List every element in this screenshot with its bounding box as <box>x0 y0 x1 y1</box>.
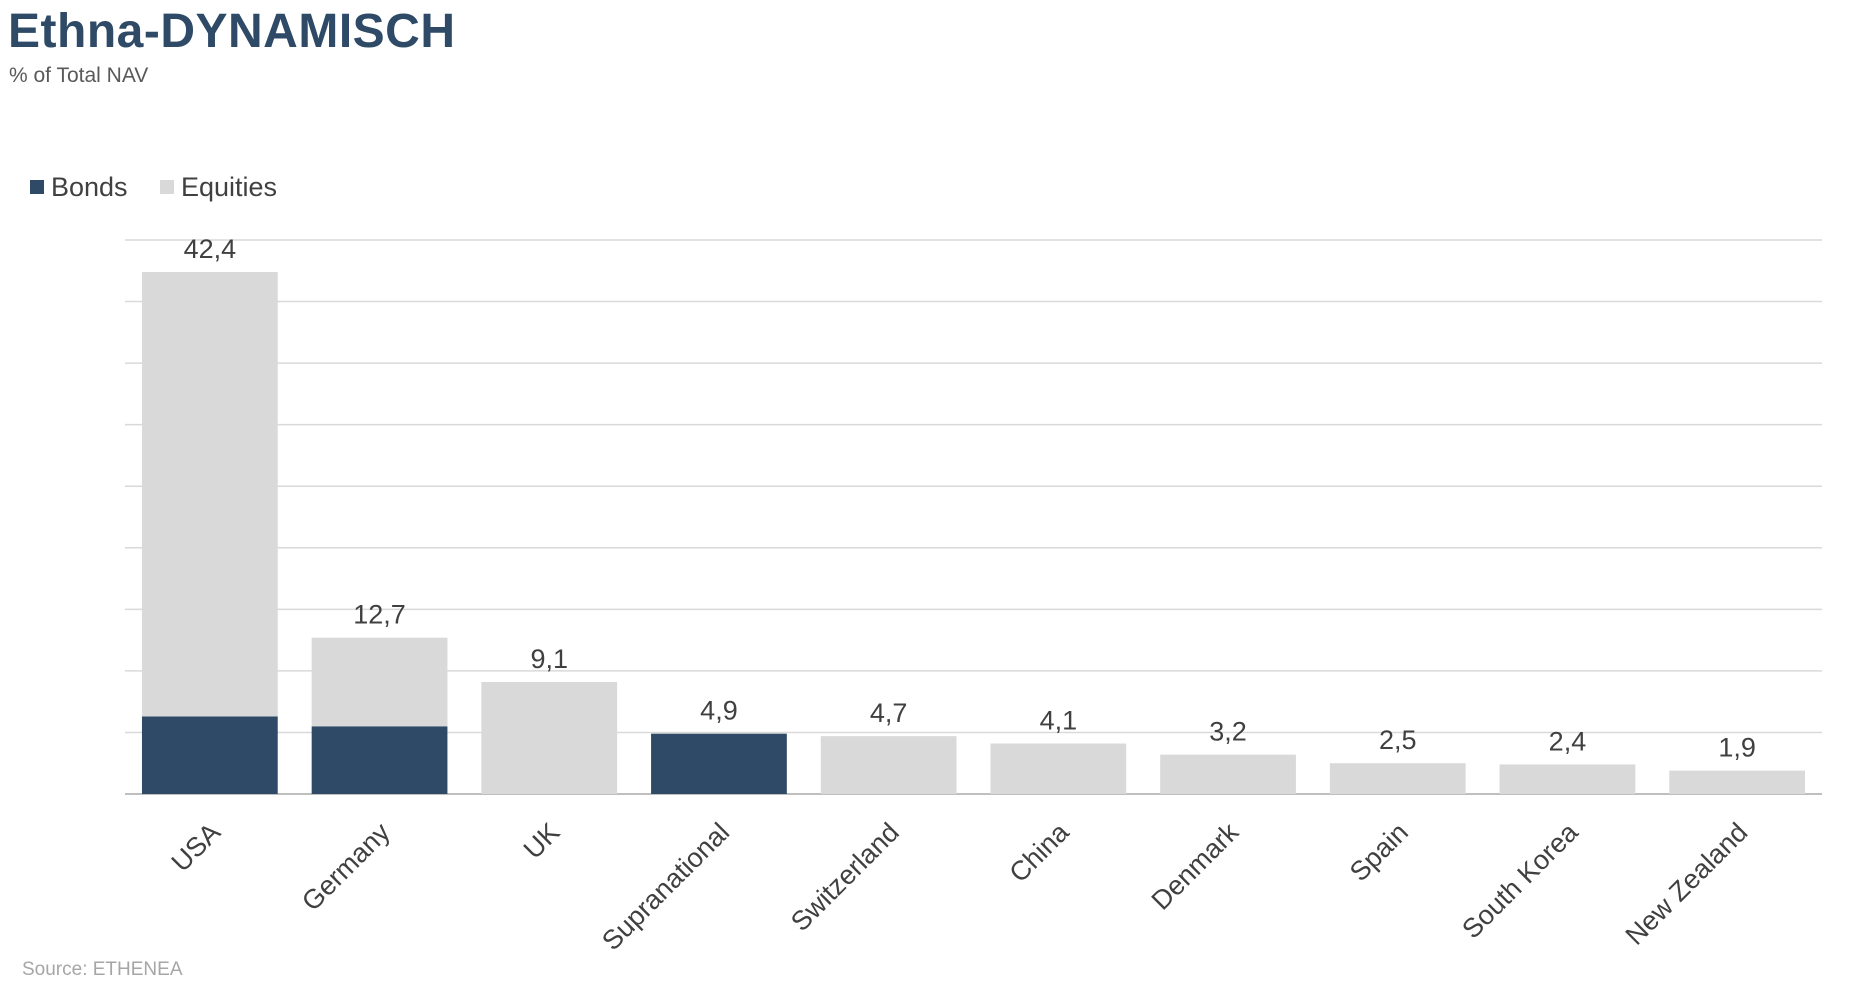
value-labels: 42,4 12,7 9,1 4,9 4,7 4,1 3,2 2,5 2,4 1,9 <box>184 234 1756 763</box>
legend-swatch-bonds <box>30 180 44 194</box>
value-label: 3,2 <box>1209 717 1247 747</box>
bar-equities-germany <box>311 637 448 727</box>
legend-swatch-equities <box>160 180 174 194</box>
x-tick-label: UK <box>518 817 566 865</box>
value-label: 9,1 <box>530 644 568 674</box>
x-tick-label: Switzerland <box>785 817 905 937</box>
x-axis-labels: USA Germany UK Supranational Switzerland Chin… <box>166 816 1754 956</box>
bar-equities-usa <box>141 272 278 717</box>
bar-equities-new-zealand <box>1669 770 1806 794</box>
value-label: 4,7 <box>870 698 908 728</box>
chart-title: Ethna-DYNAMISCH <box>8 5 456 58</box>
value-label: 1,9 <box>1718 733 1756 763</box>
bar-equities-uk <box>481 681 618 794</box>
x-tick-label: South Korea <box>1456 816 1584 944</box>
chart-subtitle: % of Total NAV <box>9 64 149 87</box>
legend-label-equities: Equities <box>181 172 277 202</box>
bar-bonds-supranational <box>651 733 787 794</box>
value-label: 42,4 <box>184 234 237 264</box>
bar-equities-spain <box>1329 763 1466 794</box>
source-note: Source: ETHENEA <box>22 959 183 980</box>
x-tick-label: Germany <box>296 817 396 917</box>
x-tick-label: China <box>1003 816 1075 888</box>
x-tick-label: New Zealand <box>1620 817 1754 951</box>
bar-equities-china <box>990 743 1127 794</box>
value-label: 2,5 <box>1379 725 1417 755</box>
legend: Bonds Equities <box>30 172 277 202</box>
bar-equities-south-korea <box>1499 764 1636 794</box>
bar-bonds-usa <box>141 716 278 794</box>
bars <box>141 272 1806 794</box>
bar-equities-switzerland <box>820 736 957 794</box>
value-label: 12,7 <box>353 600 406 630</box>
value-label: 2,4 <box>1549 726 1587 756</box>
x-tick-label: Denmark <box>1146 817 1245 916</box>
value-label: 4,1 <box>1040 706 1078 736</box>
x-tick-label: Supranational <box>596 817 735 956</box>
x-tick-label: Spain <box>1344 817 1414 887</box>
legend-label-bonds: Bonds <box>51 172 128 202</box>
value-label: 4,9 <box>700 696 738 726</box>
bar-equities-denmark <box>1160 754 1296 794</box>
bar-bonds-germany <box>311 726 448 794</box>
x-tick-label: USA <box>166 817 226 877</box>
